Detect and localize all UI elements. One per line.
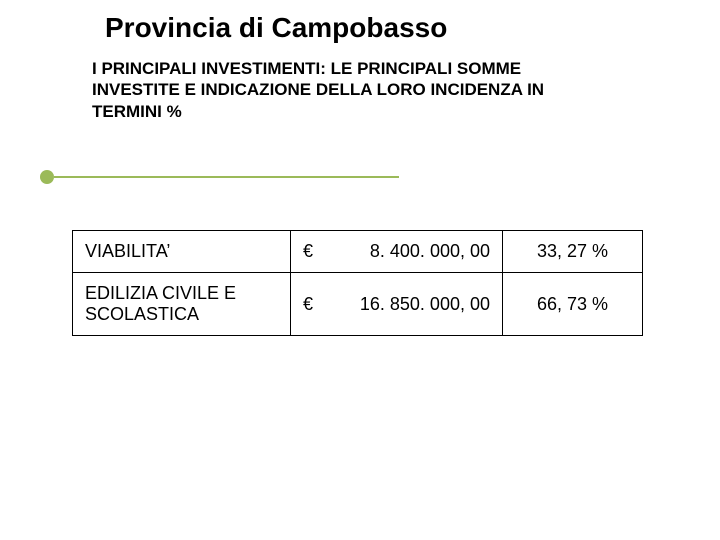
page-subtitle: I PRINCIPALI INVESTIMENTI: LE PRINCIPALI…	[92, 58, 612, 122]
page-title: Provincia di Campobasso	[105, 12, 447, 44]
row-percent: 33, 27 %	[503, 231, 643, 273]
row-label: EDILIZIA CIVILE E SCOLASTICA	[73, 273, 291, 336]
table-row: EDILIZIA CIVILE E SCOLASTICA € 16. 850. …	[73, 273, 643, 336]
amount-value: 16. 850. 000, 00	[360, 294, 490, 315]
bullet-underline	[54, 176, 399, 178]
row-amount: € 16. 850. 000, 00	[291, 273, 503, 336]
bullet-icon	[40, 170, 54, 184]
investments-table: VIABILITA’ € 8. 400. 000, 00 33, 27 % ED…	[72, 230, 643, 336]
amount-value: 8. 400. 000, 00	[370, 241, 490, 262]
row-amount: € 8. 400. 000, 00	[291, 231, 503, 273]
currency-symbol: €	[303, 241, 317, 262]
table-row: VIABILITA’ € 8. 400. 000, 00 33, 27 %	[73, 231, 643, 273]
row-label: VIABILITA’	[73, 231, 291, 273]
row-percent: 66, 73 %	[503, 273, 643, 336]
currency-symbol: €	[303, 294, 317, 315]
